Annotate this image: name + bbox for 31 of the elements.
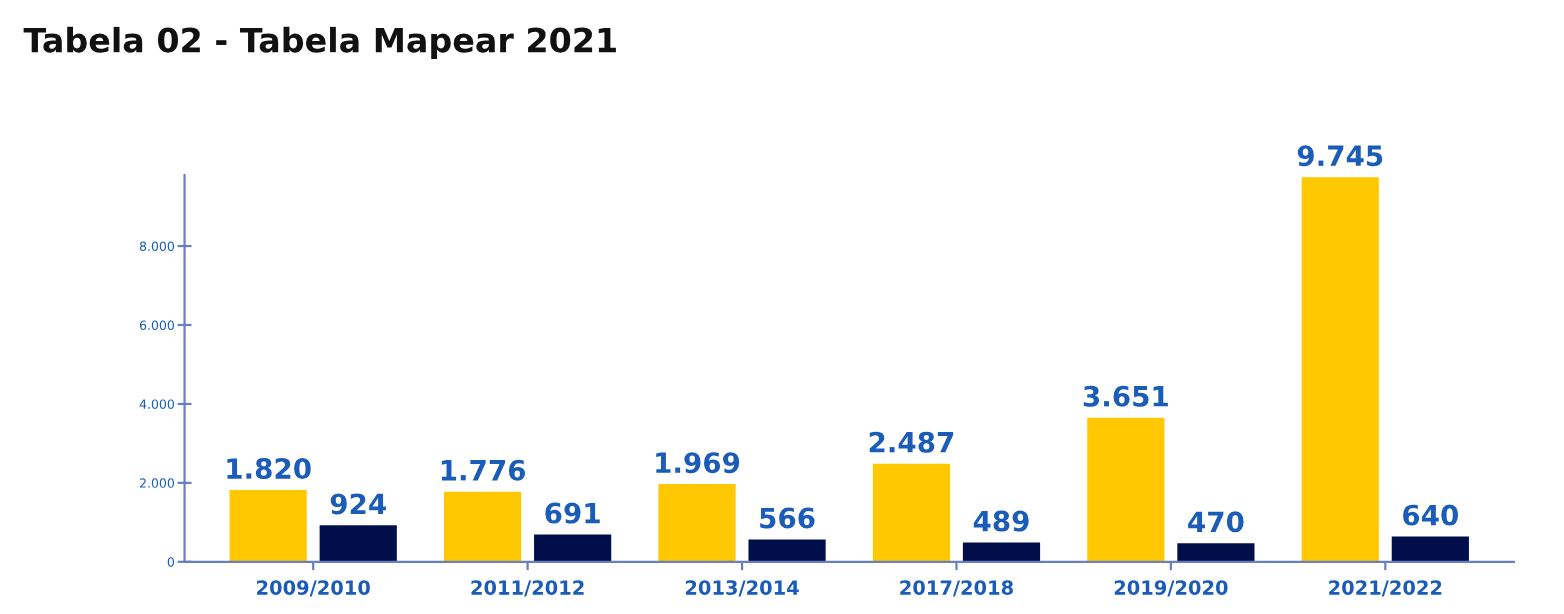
x-tick-label: 2013/2014 xyxy=(685,580,799,597)
bar xyxy=(658,484,736,562)
data-label: 489 xyxy=(973,510,1029,532)
chart-title: Tabela 02 - Tabela Mapear 2021 xyxy=(23,26,616,60)
x-tick-label: 2017/2018 xyxy=(900,580,1013,597)
data-label: 924 xyxy=(330,493,386,515)
data-label: 566 xyxy=(760,507,815,529)
bar xyxy=(1301,177,1379,562)
data-label: 1.776 xyxy=(441,459,526,481)
data-label: 640 xyxy=(1403,504,1458,526)
data-label: 1.969 xyxy=(656,452,740,474)
data-label: 1.820 xyxy=(227,458,311,480)
data-label: 3.651 xyxy=(1083,385,1168,407)
data-label: 9.745 xyxy=(1297,145,1383,167)
data-label: 2.487 xyxy=(869,431,954,453)
bar xyxy=(1087,417,1165,562)
bar xyxy=(1177,543,1255,562)
data-label: 691 xyxy=(545,502,600,524)
bar xyxy=(229,489,307,562)
bar xyxy=(748,539,826,562)
bar xyxy=(1391,536,1469,562)
x-tick-label: 2009/2010 xyxy=(257,580,370,597)
data-label: 470 xyxy=(1188,511,1244,533)
x-tick-label: 2021/2022 xyxy=(1329,580,1442,597)
bar xyxy=(444,491,522,562)
bar xyxy=(962,542,1041,562)
x-tick-label: 2011/2012 xyxy=(471,580,584,597)
bar xyxy=(534,534,612,562)
x-tick-label: 2019/2020 xyxy=(1114,580,1228,597)
bar xyxy=(319,525,397,562)
bar xyxy=(872,463,951,562)
